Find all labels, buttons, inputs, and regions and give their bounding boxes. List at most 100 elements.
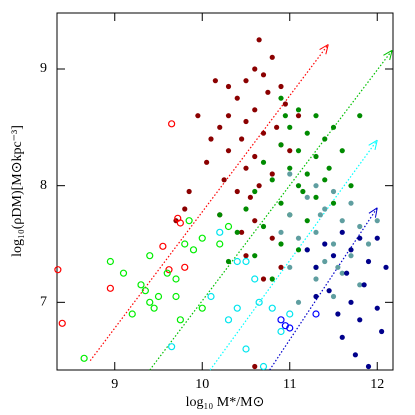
point [163, 269, 171, 277]
point [224, 222, 233, 231]
point [357, 235, 363, 241]
point [269, 171, 275, 177]
point [348, 183, 354, 189]
point [251, 275, 259, 283]
point [247, 194, 253, 200]
point [189, 246, 198, 254]
point [239, 229, 245, 235]
point [365, 363, 372, 370]
point [304, 218, 310, 224]
point [295, 235, 302, 241]
point [154, 292, 163, 301]
point [195, 113, 201, 119]
point [146, 252, 154, 260]
point [322, 206, 328, 212]
point [242, 345, 250, 353]
point [269, 276, 275, 282]
point [357, 223, 363, 230]
point [287, 148, 293, 154]
point [243, 78, 249, 84]
point [339, 218, 345, 224]
point [198, 234, 206, 242]
point [252, 188, 258, 195]
trend-line [269, 207, 378, 371]
point [252, 363, 258, 370]
point [259, 362, 268, 371]
point [225, 83, 232, 90]
point [269, 54, 275, 60]
point [300, 188, 306, 195]
point [168, 120, 176, 128]
point [313, 194, 319, 200]
point [278, 142, 284, 148]
point [252, 218, 258, 224]
point [106, 257, 114, 266]
point [260, 72, 267, 78]
point [225, 258, 232, 265]
point [185, 217, 193, 225]
point [207, 292, 215, 301]
arrow-head [368, 207, 378, 214]
x-tick-label: 10 [195, 377, 209, 392]
arrow-head [325, 44, 329, 55]
point [313, 276, 319, 282]
point [176, 316, 184, 324]
point [339, 148, 345, 154]
point [217, 124, 223, 130]
point [174, 214, 182, 222]
point [348, 200, 354, 206]
point [168, 343, 176, 351]
point [304, 130, 310, 136]
point [216, 240, 224, 248]
point [330, 124, 337, 130]
point [233, 304, 241, 312]
point [282, 113, 288, 119]
point [256, 37, 262, 43]
point [243, 253, 249, 259]
point [233, 257, 241, 266]
point [379, 328, 385, 335]
point [348, 299, 354, 305]
point [278, 83, 284, 90]
point [119, 269, 128, 277]
point [278, 200, 284, 206]
point [137, 281, 145, 289]
point [313, 153, 319, 160]
point [313, 264, 319, 270]
point [365, 258, 372, 265]
point [260, 159, 267, 165]
point [295, 113, 302, 119]
point [58, 319, 66, 327]
point [313, 293, 319, 300]
y-axis-label: log₁₀(ρDM)[M⊙kpc⁻³] [10, 125, 25, 257]
point [260, 223, 267, 230]
point [204, 159, 210, 165]
point [330, 241, 337, 247]
point [330, 253, 337, 259]
point [181, 240, 189, 248]
point [182, 206, 188, 212]
point [234, 188, 240, 195]
point [106, 284, 114, 292]
point [181, 263, 189, 271]
point [330, 200, 337, 206]
point [357, 113, 363, 119]
x-tick-label: 12 [370, 377, 384, 392]
x-axis-label: log₁₀ M*/M⊙ [186, 395, 265, 410]
point [326, 288, 332, 294]
point [221, 177, 227, 183]
point [286, 310, 294, 318]
point [225, 113, 232, 119]
point [252, 153, 258, 160]
arrow-head [389, 50, 393, 61]
point [322, 136, 328, 142]
arrow-head [374, 207, 378, 218]
point [317, 212, 323, 218]
x-tick-label: 11 [283, 377, 296, 392]
point [344, 270, 350, 276]
point [330, 293, 337, 300]
point [268, 304, 276, 312]
point [278, 95, 284, 101]
plot-frame [56, 12, 394, 371]
